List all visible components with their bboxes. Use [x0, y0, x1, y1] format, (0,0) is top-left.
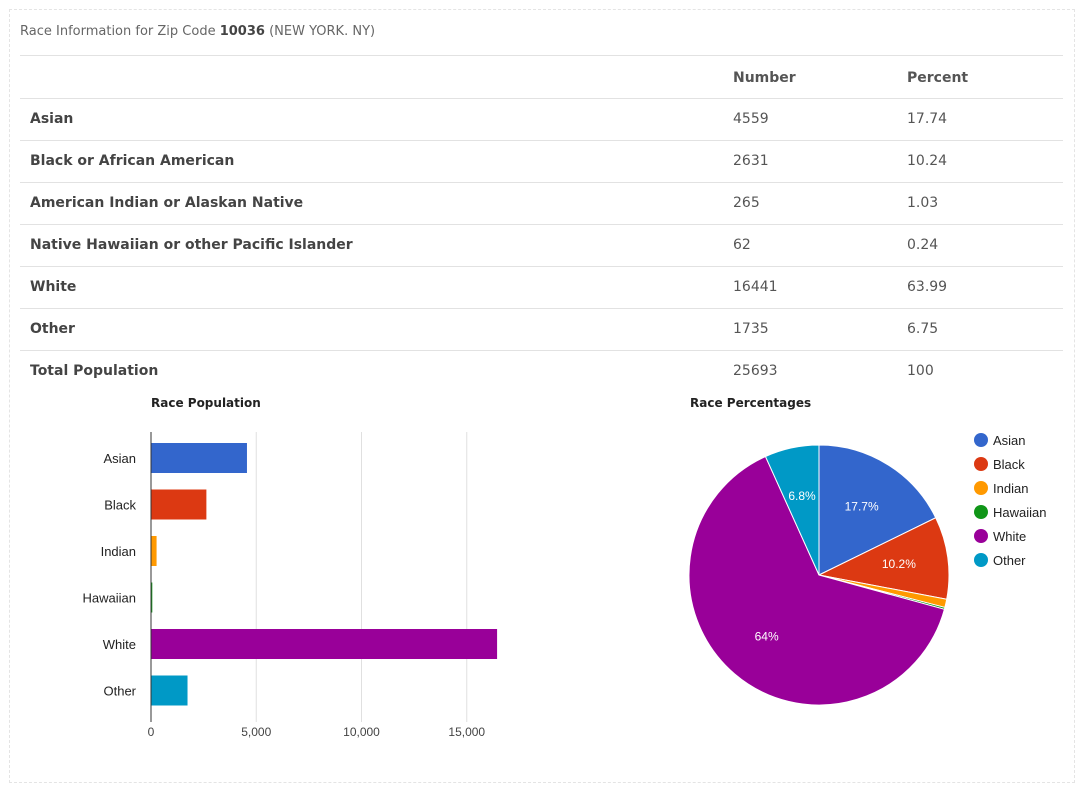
table-row: American Indian or Alaskan Native 265 1.03: [20, 183, 1063, 225]
race-info-card: [9, 9, 1075, 783]
y-tick-label: Black: [104, 498, 136, 513]
divider: [20, 350, 1063, 351]
pie-slice-other: [764, 444, 820, 576]
bar-asian: [151, 443, 247, 473]
divider: [20, 266, 1063, 267]
divider: [20, 182, 1063, 183]
row-percent: 63.99: [907, 279, 948, 295]
column-header-percent: Percent: [907, 70, 969, 86]
row-label: Asian: [30, 111, 74, 127]
bar-black: [151, 489, 207, 520]
row-percent: 6.75: [907, 321, 939, 337]
column-header-number: Number: [733, 70, 796, 86]
row-number: 1735: [733, 321, 769, 337]
row-label: White: [30, 279, 77, 295]
row-label: American Indian or Alaskan Native: [30, 195, 304, 211]
legend-label: Hawaiian: [993, 505, 1046, 520]
legend-label: Asian: [993, 433, 1026, 448]
bar-chart-title: Race Population: [151, 396, 261, 410]
table-row: Asian 4559 17.74: [20, 99, 1063, 141]
y-tick-label: Hawaiian: [83, 591, 136, 606]
divider: [20, 140, 1063, 141]
table-row: Black or African American 2631 10.24: [20, 141, 1063, 183]
slice-label: 6.8%: [788, 489, 816, 503]
pie-slice-black: [817, 517, 950, 600]
x-tick-label: 15,000: [448, 725, 485, 739]
y-tick-label: Asian: [103, 451, 136, 466]
legend-swatch-indian: [974, 481, 988, 495]
divider: [20, 308, 1063, 309]
legend-label: White: [993, 529, 1026, 544]
row-percent: 10.24: [907, 153, 948, 169]
pie-chart: 17.7% 10.2% 64% 6.8% Asian Black Indian Hawaiia…: [688, 433, 1046, 706]
table-header: Number Percent: [20, 58, 1063, 100]
legend-label: Black: [993, 457, 1025, 472]
bar-hawaiian: [151, 582, 153, 613]
legend-label: Indian: [993, 481, 1028, 496]
x-tick-label: 0: [148, 725, 155, 739]
row-percent: 1.03: [907, 195, 939, 211]
row-label: Total Population: [30, 363, 159, 379]
bar-indian: [151, 536, 157, 566]
slice-label: 10.2%: [882, 557, 916, 571]
table-row: White 16441 63.99: [20, 267, 1063, 309]
legend-label: Other: [993, 553, 1026, 568]
slice-label: 64%: [755, 629, 779, 643]
divider: [20, 98, 1063, 99]
x-tick-label: 10,000: [343, 725, 380, 739]
row-label: Black or African American: [30, 153, 235, 169]
bar-chart: 05,00010,00015,0002(AsianBlackIndianHawa…: [83, 432, 498, 739]
row-label: Other: [30, 321, 75, 337]
divider: [20, 55, 1063, 56]
legend-swatch-black: [974, 457, 988, 471]
table-row: Total Population 25693 100: [20, 351, 1063, 393]
y-tick-label: White: [103, 637, 136, 652]
divider: [20, 224, 1063, 225]
page-title: Race Information for Zip Code 10036 (NEW…: [20, 24, 376, 39]
pie-slice-asian: [818, 444, 937, 576]
row-number: 62: [733, 237, 751, 253]
row-percent: 100: [907, 363, 934, 379]
row-number: 16441: [733, 279, 778, 295]
table-row: Other 1735 6.75: [20, 309, 1063, 351]
row-percent: 0.24: [907, 237, 939, 253]
row-number: 4559: [733, 111, 769, 127]
legend-swatch-hawaiian: [974, 505, 988, 519]
pie-chart-title: Race Percentages: [690, 396, 812, 410]
y-tick-label: Indian: [101, 544, 136, 559]
legend-swatch-asian: [974, 433, 988, 447]
row-number: 25693: [733, 363, 778, 379]
x-tick-label: 5,000: [241, 725, 271, 739]
row-number: 265: [733, 195, 760, 211]
legend-swatch-other: [974, 553, 988, 567]
bar-other: [151, 675, 188, 706]
legend-swatch-white: [974, 529, 988, 543]
row-label: Native Hawaiian or other Pacific Islande…: [30, 237, 353, 253]
row-number: 2631: [733, 153, 769, 169]
y-tick-label: Other: [103, 684, 136, 699]
bar-white: [151, 629, 498, 659]
table-row: Native Hawaiian or other Pacific Islande…: [20, 225, 1063, 267]
slice-label: 17.7%: [845, 500, 879, 514]
row-percent: 17.74: [907, 111, 948, 127]
pie-slice-white: [688, 455, 946, 706]
